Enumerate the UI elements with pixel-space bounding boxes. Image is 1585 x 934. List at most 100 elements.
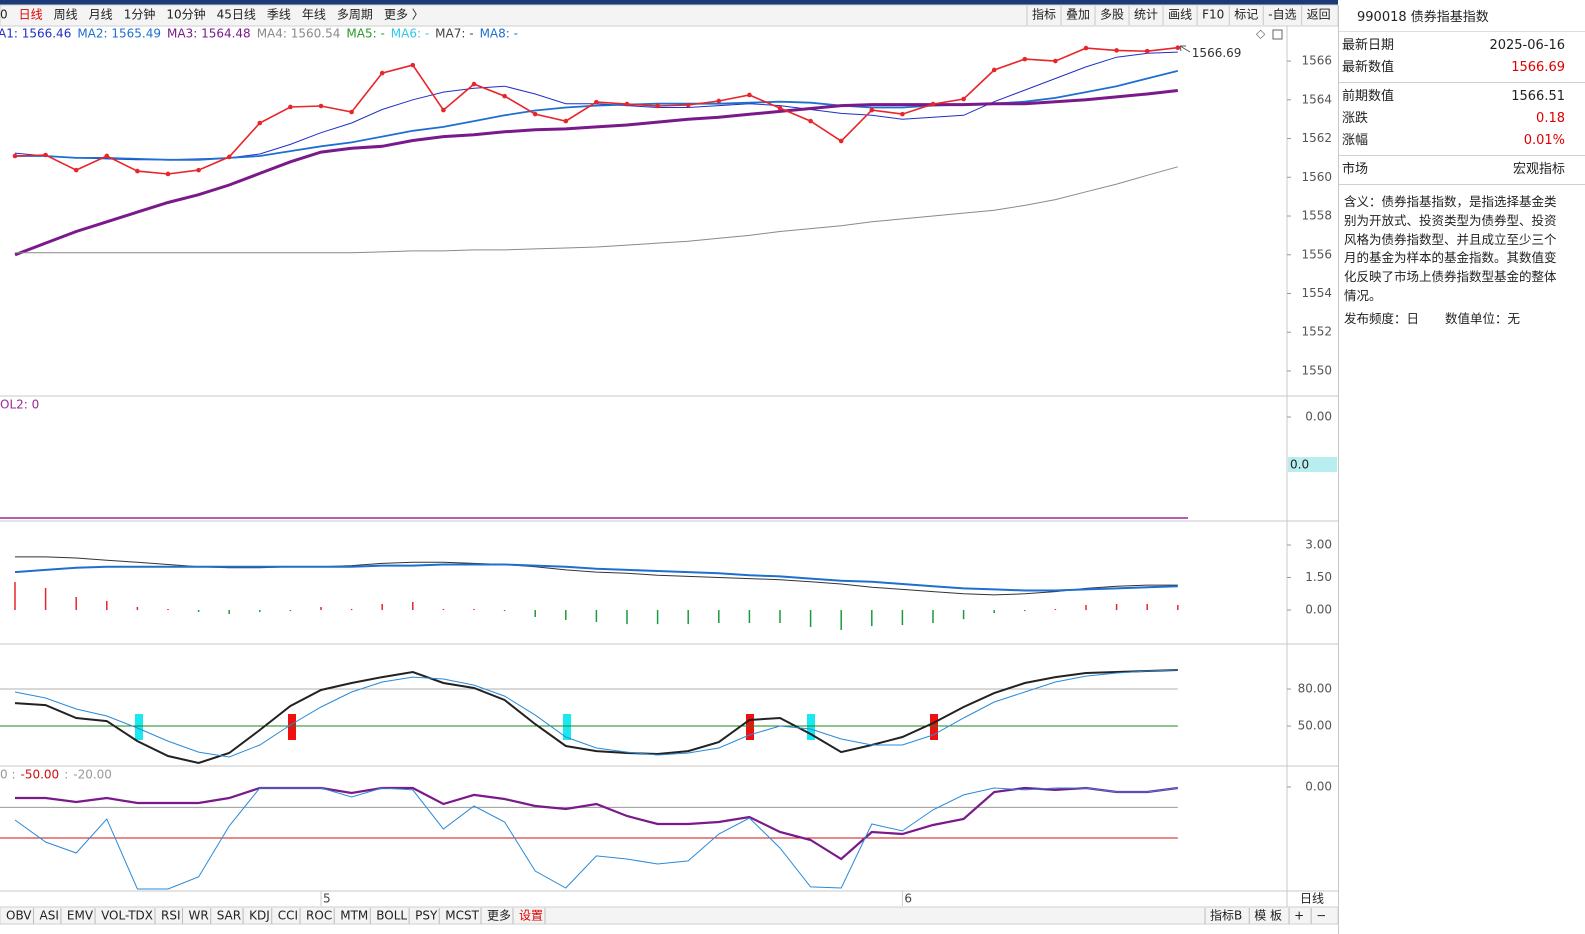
- price-point: [991, 67, 997, 73]
- indicator-tab[interactable]: MCST: [445, 909, 479, 923]
- x-tick-label: 6: [904, 892, 912, 906]
- last-value-label: 1566.69: [1192, 46, 1242, 60]
- panel-button[interactable]: −: [1316, 909, 1326, 923]
- period-tab[interactable]: 月线: [89, 8, 113, 22]
- price-point: [349, 109, 354, 115]
- y-tick-label: 1554: [1301, 286, 1332, 300]
- series-line: [14, 46, 1178, 175]
- period-tab[interactable]: 更多 〉: [384, 8, 424, 22]
- y-tick-label: 80.00: [1298, 682, 1332, 696]
- panel-button[interactable]: +: [1294, 909, 1304, 923]
- indicator-tab[interactable]: KDJ: [249, 909, 270, 923]
- icon[interactable]: [1272, 29, 1283, 40]
- toolbar-button[interactable]: 返回: [1307, 8, 1331, 22]
- period-tab[interactable]: 45日线: [217, 8, 256, 22]
- indicator-tab[interactable]: WR: [189, 909, 209, 923]
- y-tick-label: 1566: [1301, 54, 1332, 68]
- price-point: [532, 111, 538, 117]
- toolbar-button[interactable]: F10: [1202, 8, 1224, 22]
- period-tab[interactable]: 年线: [302, 8, 326, 22]
- y-tick-label: 1.50: [1305, 570, 1332, 584]
- toolbar-button[interactable]: -自选: [1268, 8, 1296, 22]
- period-tab[interactable]: 10分钟: [166, 7, 205, 22]
- indicator-tab[interactable]: 更多: [487, 909, 511, 923]
- period-tab[interactable]: 多周期: [337, 8, 373, 22]
- legend-entry: MA4: 1560.54: [257, 27, 341, 41]
- toolbar-button[interactable]: 画线: [1168, 8, 1192, 22]
- top-band: [0, 0, 1338, 5]
- toolbar-button[interactable]: 统计: [1134, 8, 1158, 22]
- price-point: [624, 101, 630, 107]
- signal: [563, 714, 571, 740]
- toolbar-button[interactable]: 指标: [1032, 7, 1056, 22]
- legend-entry: A1: 1566.46: [0, 27, 71, 41]
- price-point: [961, 96, 966, 102]
- indicator-tab[interactable]: BOLL: [376, 909, 407, 923]
- price-point: [1144, 48, 1150, 54]
- series-line: [14, 89, 1178, 257]
- indicator-tab[interactable]: 设置: [519, 909, 543, 923]
- info-value: 0.01%: [1523, 133, 1565, 148]
- info-row: 最新日期 2025-06-16: [1339, 35, 1585, 57]
- price-point: [869, 107, 875, 113]
- toolbar-button[interactable]: 叠加: [1066, 8, 1090, 22]
- indicator-tab[interactable]: SAR: [217, 909, 241, 923]
- indicator-tab[interactable]: RSI: [161, 909, 181, 923]
- price-point: [104, 153, 110, 159]
- price-point: [165, 171, 171, 177]
- period-tab[interactable]: 周线: [54, 8, 78, 22]
- period-tab[interactable]: 1分钟: [124, 7, 156, 22]
- price-point: [1175, 45, 1181, 50]
- price-point: [502, 93, 507, 99]
- y-tick-label: 1552: [1301, 325, 1332, 339]
- indicator-tab[interactable]: PSY: [415, 909, 438, 923]
- period-tab[interactable]: 季线: [267, 8, 291, 22]
- signal: [930, 714, 938, 740]
- price-point: [1022, 56, 1028, 62]
- info-row: 市场 宏观指标: [1339, 159, 1585, 181]
- icon[interactable]: ◇: [1256, 27, 1266, 41]
- indicator-tab[interactable]: OBV: [6, 909, 32, 923]
- y-tick-label: 1562: [1301, 131, 1332, 145]
- indicator-tab[interactable]: EMV: [67, 909, 94, 923]
- current-value: 0.0: [1290, 458, 1309, 472]
- price-point: [900, 111, 905, 117]
- info-value: 宏观指标: [1512, 162, 1565, 177]
- period-tab[interactable]: 日线: [19, 8, 43, 22]
- toolbar-button[interactable]: 多股: [1100, 8, 1124, 22]
- callout-arrow: [1179, 45, 1191, 53]
- signal: [746, 714, 754, 740]
- legend-entry: MA6: -: [391, 27, 429, 41]
- info-label: 市场: [1342, 162, 1369, 177]
- price-point: [563, 118, 569, 124]
- toolbar-button[interactable]: 标记: [1234, 8, 1258, 22]
- price-point: [257, 120, 263, 126]
- price-point: [594, 99, 599, 105]
- indicator-tab[interactable]: ROC: [306, 909, 332, 923]
- indicator-tab[interactable]: ASI: [40, 909, 59, 923]
- info-label: 涨跌: [1342, 111, 1369, 126]
- price-point: [930, 101, 936, 107]
- price-point: [471, 81, 477, 87]
- price-point: [12, 153, 18, 159]
- price-point: [1053, 58, 1058, 64]
- indicator-tab[interactable]: CCI: [278, 909, 298, 923]
- period-tab[interactable]: 0: [0, 8, 8, 22]
- panel-button[interactable]: 指标B: [1210, 908, 1242, 923]
- info-value: 2025-06-16: [1489, 38, 1565, 53]
- indicator-tab[interactable]: MTM: [340, 909, 368, 923]
- info-footer: 发布频度：日 数值单位：无: [1339, 306, 1585, 327]
- info-value: 1566.69: [1511, 60, 1565, 75]
- info-value: 0.18: [1536, 111, 1565, 126]
- price-point: [716, 98, 722, 104]
- legend-entry: MA7: -: [435, 27, 473, 41]
- legend-entry: MA8: -: [480, 27, 518, 41]
- current-value-box: [1288, 457, 1337, 472]
- panel-button[interactable]: 模 板: [1254, 909, 1282, 923]
- indicator-tab[interactable]: VOL-TDX: [101, 909, 153, 923]
- series-line: [15, 786, 1178, 861]
- x-tick-label: 5: [323, 892, 331, 906]
- price-point: [135, 168, 140, 174]
- info-row: 最新数值 1566.69: [1339, 57, 1585, 79]
